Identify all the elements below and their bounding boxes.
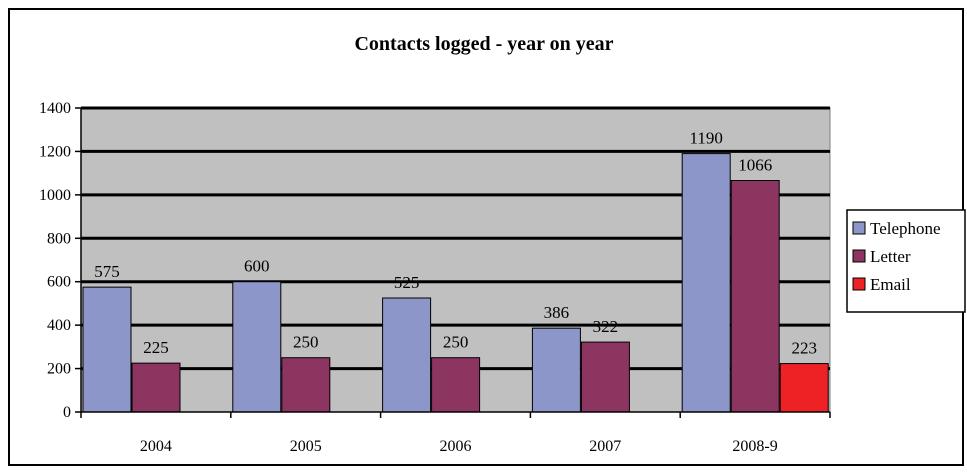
data-label: 575 xyxy=(94,262,120,281)
bar-email xyxy=(779,363,829,413)
legend-label-letter: Letter xyxy=(870,247,911,266)
data-label: 250 xyxy=(443,333,469,352)
bar-telephone xyxy=(681,153,731,413)
plot-area: 0 200 400 600 800 1000 1200 1400 575 600 525 386 119… xyxy=(39,100,831,455)
legend-label-email: Email xyxy=(870,275,911,294)
x-tick-label: 2007 xyxy=(589,438,621,455)
bar-telephone xyxy=(82,286,132,413)
bar-letter xyxy=(281,357,331,413)
bar-letter xyxy=(580,341,630,413)
x-tick-label: 2006 xyxy=(440,438,472,455)
legend-label-telephone: Telephone xyxy=(870,219,941,238)
legend-box xyxy=(846,209,966,313)
legend: Telephone Letter Email xyxy=(846,209,966,313)
legend-swatch-email xyxy=(852,277,866,291)
y-tick-label: 200 xyxy=(47,361,71,378)
data-label: 600 xyxy=(244,257,270,276)
data-label: 1190 xyxy=(690,129,723,148)
data-label: 225 xyxy=(143,338,169,357)
data-label: 250 xyxy=(293,333,319,352)
legend-swatch-letter xyxy=(852,249,866,263)
data-label: 223 xyxy=(791,339,817,358)
x-tick-label: 2005 xyxy=(290,438,322,455)
y-tick-label: 1000 xyxy=(39,187,71,204)
data-label: 525 xyxy=(394,273,420,292)
data-label: 386 xyxy=(544,303,570,322)
bar-telephone xyxy=(382,297,432,413)
bar-letter xyxy=(431,357,481,413)
y-tick-label: 1200 xyxy=(39,143,71,160)
chart-title: Contacts logged - year on year xyxy=(354,33,613,55)
y-tick-label: 400 xyxy=(47,317,71,334)
bar-letter xyxy=(730,180,780,413)
y-tick-label: 600 xyxy=(47,274,71,291)
x-tick-label: 2004 xyxy=(140,438,172,455)
bar-letter xyxy=(131,362,181,413)
bar-telephone xyxy=(232,281,282,413)
y-tick-label: 1400 xyxy=(39,100,71,117)
legend-swatch-telephone xyxy=(852,221,866,235)
data-label: 322 xyxy=(593,317,619,336)
x-tick-label: 2008-9 xyxy=(732,438,777,455)
bar-telephone xyxy=(531,327,581,413)
data-label: 1066 xyxy=(738,156,772,175)
y-tick-label: 800 xyxy=(47,230,71,247)
y-tick-label: 0 xyxy=(63,404,71,421)
